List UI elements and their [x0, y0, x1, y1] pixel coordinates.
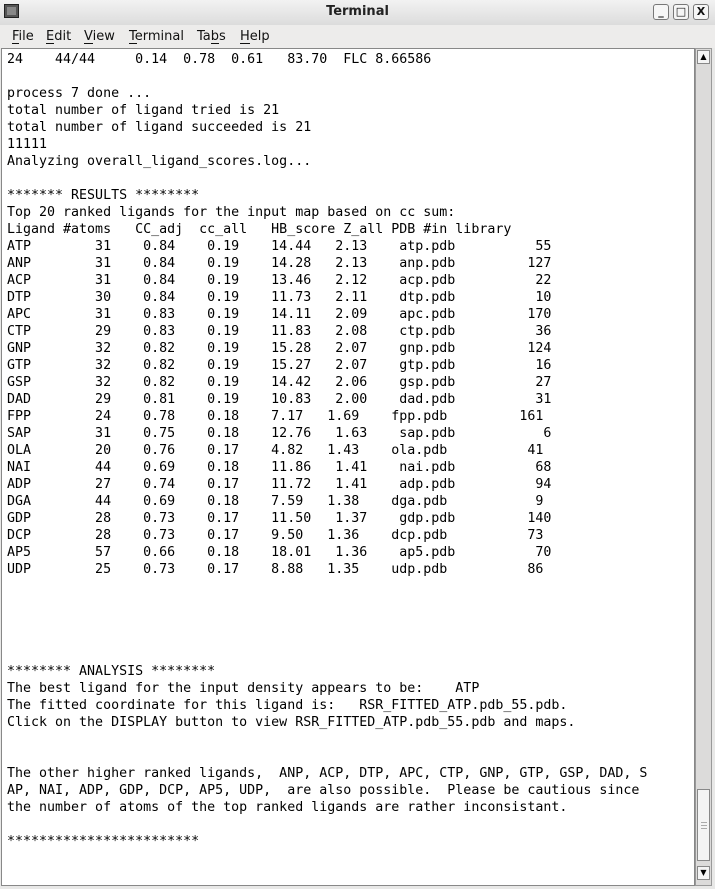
- terminal-line: Ligand #atoms CC_adj cc_all HB_score Z_a…: [7, 222, 512, 237]
- terminal-line: Analyzing overall_ligand_scores.log...: [7, 154, 312, 169]
- menu-help[interactable]: Help: [240, 29, 270, 44]
- terminal-line: [7, 731, 647, 748]
- terminal-text: 24 44/44 0.14 0.78 0.61 83.70 FLC 8.6658…: [7, 51, 647, 850]
- close-button[interactable]: X: [693, 4, 709, 20]
- terminal-line: APC 31 0.83 0.19 14.11 2.09 apc.pdb 170: [7, 307, 552, 322]
- terminal-line: The best ligand for the input density ap…: [7, 681, 480, 696]
- terminal-line: [7, 595, 647, 612]
- arrow-up-icon: ▲: [700, 52, 707, 61]
- terminal-line: AP5 57 0.66 0.18 18.01 1.36 ap5.pdb 70: [7, 545, 552, 560]
- terminal-line: NAI 44 0.69 0.18 11.86 1.41 nai.pdb 68: [7, 460, 552, 475]
- mnemonic-underline: [46, 43, 55, 44]
- terminal-line: 24 44/44 0.14 0.78 0.61 83.70 FLC 8.6658…: [7, 52, 432, 67]
- terminal-line: [7, 68, 647, 85]
- mnemonic-underline: [210, 43, 219, 44]
- terminal-line: Click on the DISPLAY button to view RSR_…: [7, 715, 576, 730]
- terminal-line: CTP 29 0.83 0.19 11.83 2.08 ctp.pdb 36: [7, 324, 552, 339]
- maximize-icon: □: [675, 5, 687, 18]
- scroll-down-button[interactable]: ▼: [697, 866, 710, 880]
- terminal-line: [7, 612, 647, 629]
- scrollbar-thumb[interactable]: [697, 789, 710, 861]
- terminal-line: 11111: [7, 137, 48, 152]
- terminal-line: ******** ANALYSIS ********: [7, 664, 216, 679]
- terminal-line: DGA 44 0.69 0.18 7.59 1.38 dga.pdb 9: [7, 494, 544, 509]
- maximize-button[interactable]: □: [673, 4, 689, 20]
- menu-file[interactable]: File: [12, 29, 34, 44]
- mnemonic-underline: [240, 43, 250, 44]
- terminal-line: ANP 31 0.84 0.19 14.28 2.13 anp.pdb 127: [7, 256, 552, 271]
- terminal-line: DAD 29 0.81 0.19 10.83 2.00 dad.pdb 31: [7, 392, 552, 407]
- terminal-line: GSP 32 0.82 0.19 14.42 2.06 gsp.pdb 27: [7, 375, 552, 390]
- menu-bar: File Edit View Terminal Tabs Help: [0, 25, 715, 48]
- terminal-line: GDP 28 0.73 0.17 11.50 1.37 gdp.pdb 140: [7, 511, 552, 526]
- terminal-line: DCP 28 0.73 0.17 9.50 1.36 dcp.pdb 73: [7, 528, 544, 543]
- terminal-line: Top 20 ranked ligands for the input map …: [7, 205, 456, 220]
- terminal-line: The other higher ranked ligands, ANP, AC…: [7, 766, 648, 781]
- mnemonic-underline: [129, 43, 137, 44]
- terminal-icon[interactable]: [4, 4, 19, 18]
- terminal-line: The fitted coordinate for this ligand is…: [7, 698, 568, 713]
- terminal-line: the number of atoms of the top ranked li…: [7, 800, 568, 815]
- scroll-up-button[interactable]: ▲: [697, 50, 710, 64]
- terminal-line: FPP 24 0.78 0.18 7.17 1.69 fpp.pdb 161: [7, 409, 544, 424]
- terminal-line: GNP 32 0.82 0.19 15.28 2.07 gnp.pdb 124: [7, 341, 552, 356]
- terminal-line: [7, 629, 647, 646]
- terminal-line: ADP 27 0.74 0.17 11.72 1.41 adp.pdb 94: [7, 477, 552, 492]
- terminal-line: ACP 31 0.84 0.19 13.46 2.12 acp.pdb 22: [7, 273, 552, 288]
- arrow-down-icon: ▼: [700, 868, 707, 877]
- mnemonic-underline: [12, 43, 20, 44]
- minimize-icon: _: [658, 5, 664, 18]
- menu-terminal[interactable]: Terminal: [129, 29, 184, 44]
- vertical-scrollbar[interactable]: ▲ ▼: [695, 48, 712, 886]
- terminal-line: UDP 25 0.73 0.17 8.88 1.35 udp.pdb 86: [7, 562, 544, 577]
- terminal-line: GTP 32 0.82 0.19 15.27 2.07 gtp.pdb 16: [7, 358, 552, 373]
- terminal-line: AP, NAI, ADP, GDP, DCP, AP5, UDP, are al…: [7, 783, 640, 798]
- menu-view[interactable]: View: [84, 29, 115, 44]
- window-title: Terminal: [326, 4, 389, 19]
- terminal-line: OLA 20 0.76 0.17 4.82 1.43 ola.pdb 41: [7, 443, 544, 458]
- menu-edit[interactable]: Edit: [46, 29, 72, 44]
- terminal-line: [7, 646, 647, 663]
- terminal-line: [7, 578, 647, 595]
- terminal-line: [7, 816, 647, 833]
- terminal-line: ATP 31 0.84 0.19 14.44 2.13 atp.pdb 55: [7, 239, 552, 254]
- terminal-line: process 7 done ...: [7, 86, 152, 101]
- mnemonic-underline: [84, 43, 93, 44]
- terminal-line: ************************: [7, 834, 200, 849]
- menu-tabs[interactable]: Tabs: [197, 29, 226, 44]
- terminal-line: ******* RESULTS ********: [7, 188, 200, 203]
- minimize-button[interactable]: _: [653, 4, 669, 20]
- title-bar: Terminal _ □ X: [0, 0, 715, 26]
- close-icon: X: [696, 5, 706, 18]
- terminal-line: DTP 30 0.84 0.19 11.73 2.11 dtp.pdb 10: [7, 290, 552, 305]
- terminal-line: SAP 31 0.75 0.18 12.76 1.63 sap.pdb 6: [7, 426, 552, 441]
- terminal-line: [7, 748, 647, 765]
- terminal-line: [7, 170, 647, 187]
- terminal-output[interactable]: 24 44/44 0.14 0.78 0.61 83.70 FLC 8.6658…: [1, 48, 695, 886]
- terminal-line: total number of ligand succeeded is 21: [7, 120, 312, 135]
- terminal-line: total number of ligand tried is 21: [7, 103, 280, 118]
